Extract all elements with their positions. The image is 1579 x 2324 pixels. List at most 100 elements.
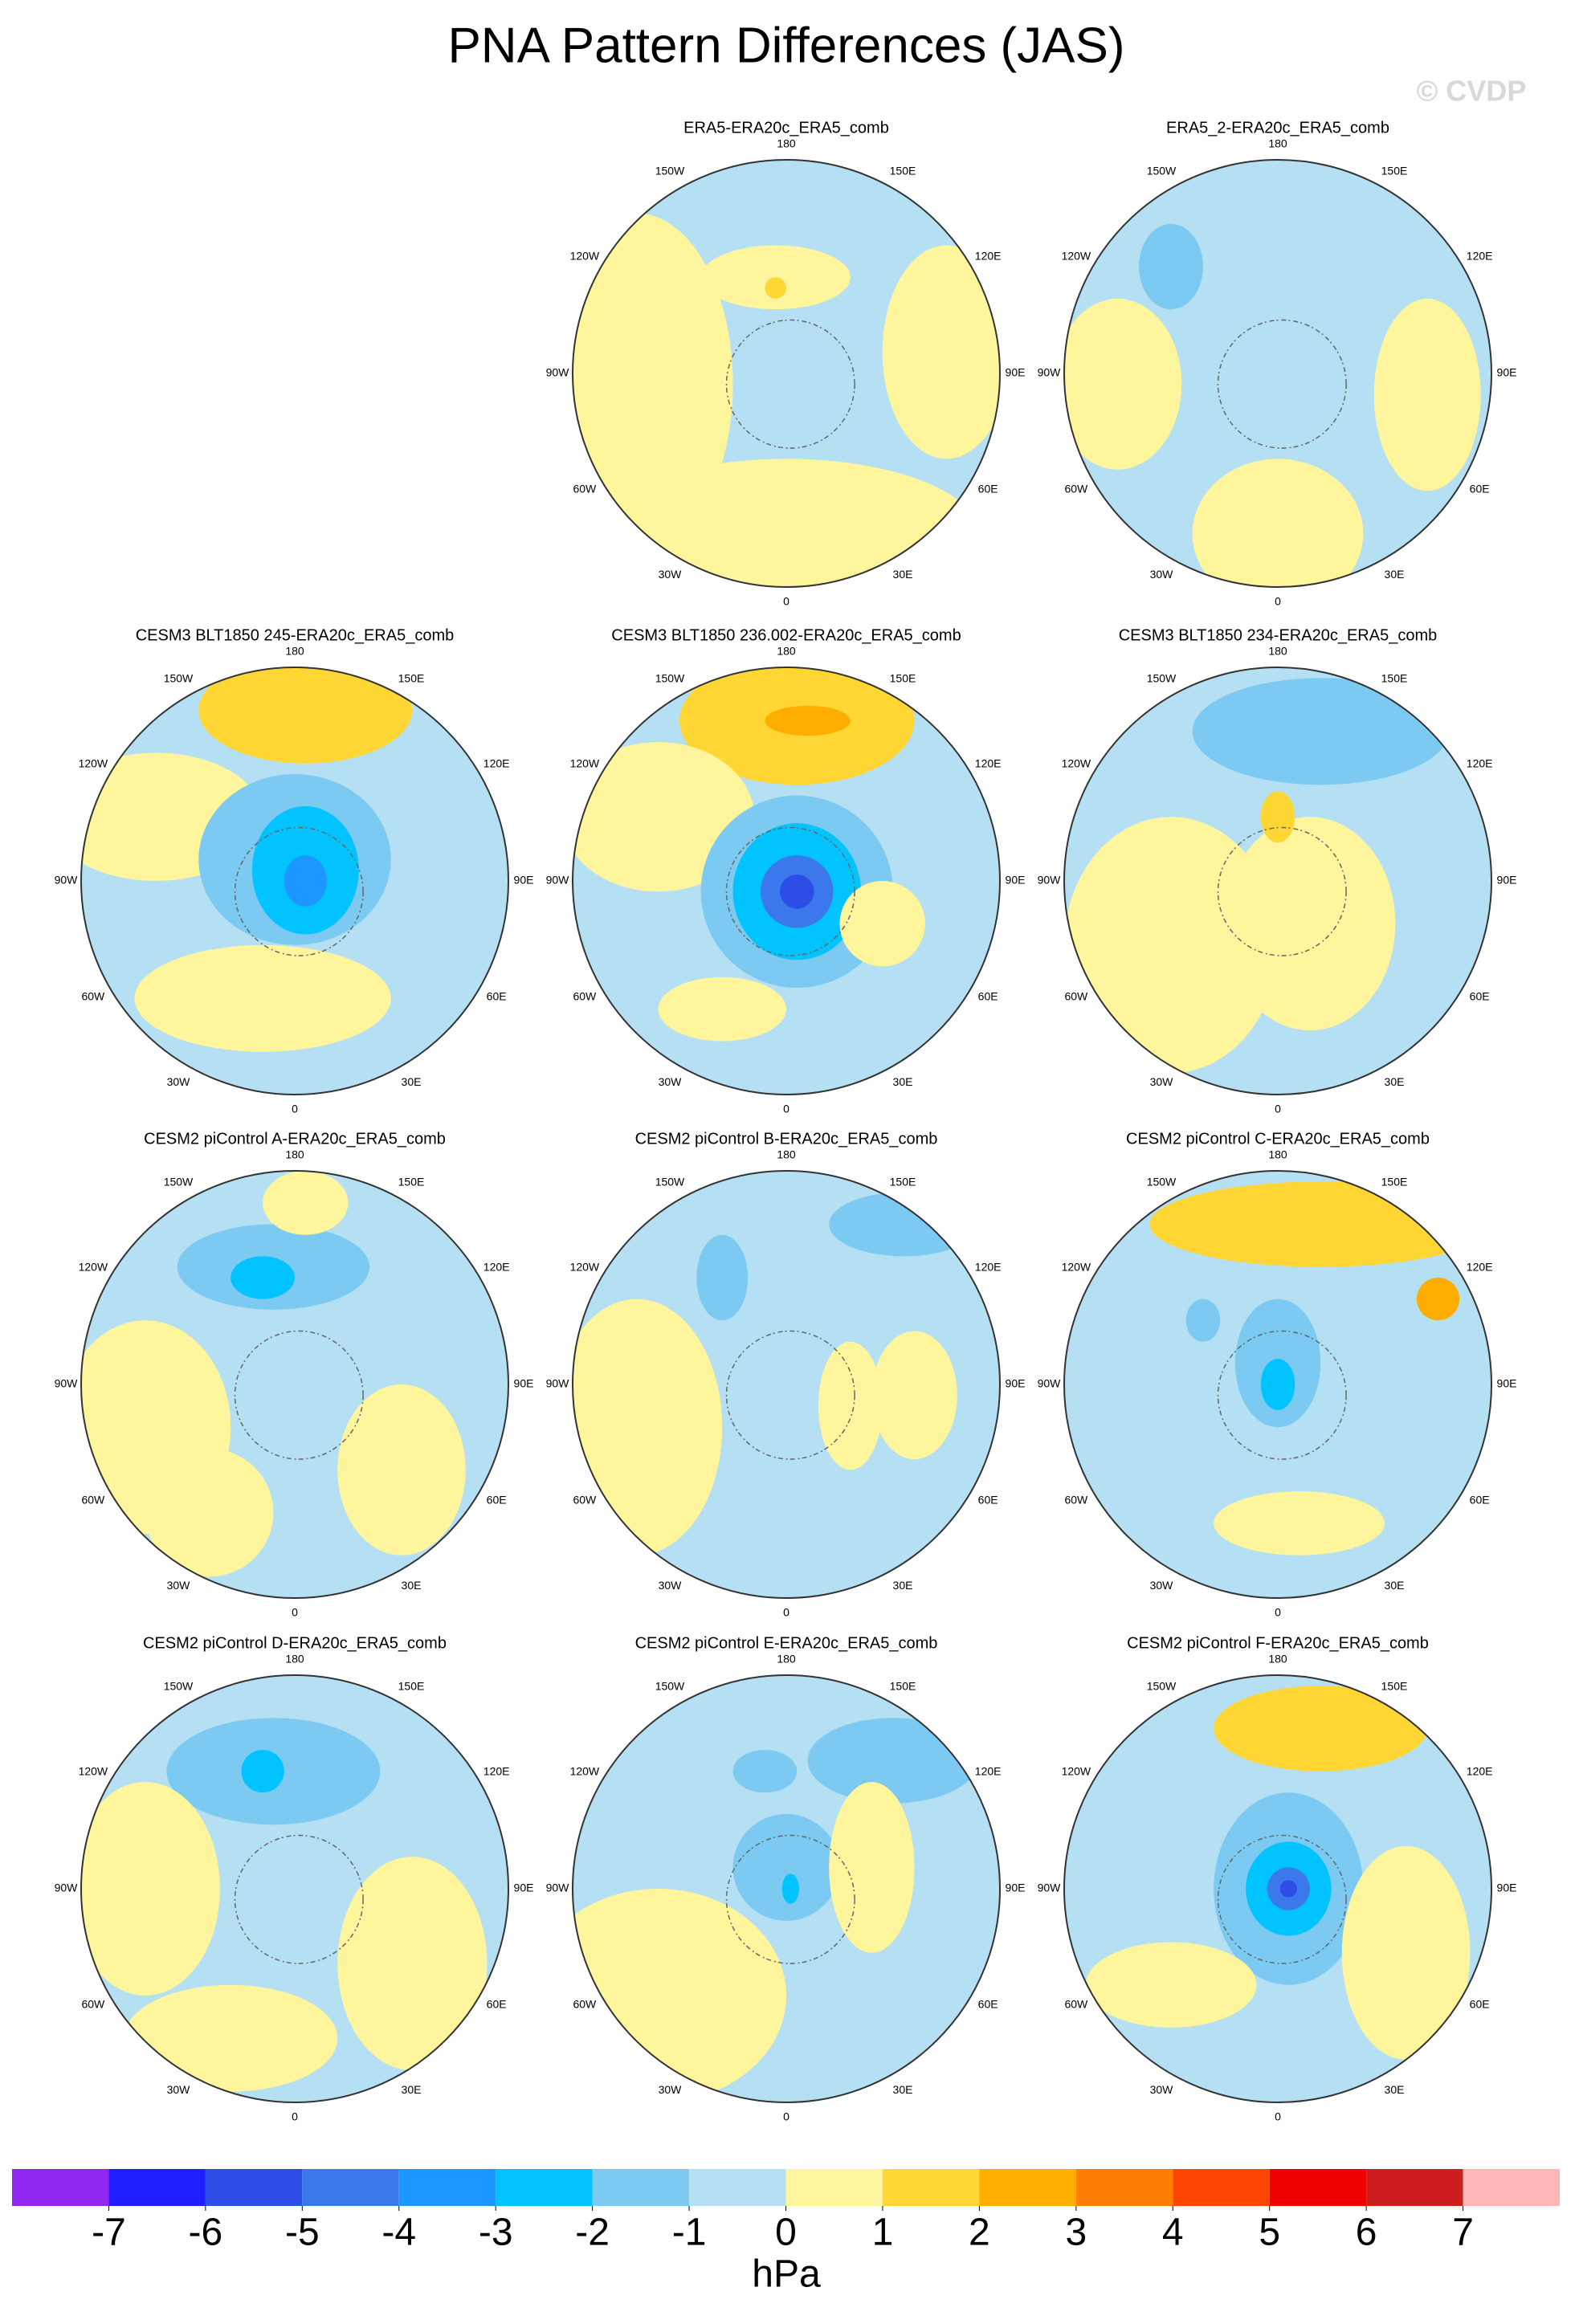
coastline: [725, 826, 855, 956]
lon-label: 120E: [975, 250, 1002, 263]
lon-label: 90E: [514, 1377, 534, 1390]
field-blob: [732, 1813, 840, 1921]
lon-label: 150E: [1381, 1176, 1408, 1189]
lon-label: 120E: [483, 1261, 510, 1274]
colorbar-box: [1173, 2169, 1270, 2206]
field-blob: [1279, 1880, 1297, 1898]
coastline: [1217, 319, 1347, 449]
lon-label: 30W: [1150, 568, 1174, 581]
lon-label: 60W: [81, 1998, 105, 2011]
lon-label: 150W: [164, 1176, 194, 1189]
field-blob: [807, 1718, 979, 1804]
map-border: [572, 1170, 1001, 1599]
field-blob: [1192, 459, 1364, 587]
lon-label: 60E: [487, 1494, 507, 1507]
lon-label: 60E: [978, 990, 998, 1003]
map: [1064, 160, 1491, 587]
lon-label: 30E: [1385, 2083, 1405, 2096]
lon-label: 150E: [1381, 672, 1408, 685]
lon-label: 120W: [570, 757, 600, 770]
colorbar-unit: hPa: [752, 2253, 821, 2296]
lon-label: 150W: [1147, 165, 1177, 177]
lon-label: 0: [1275, 595, 1281, 608]
field-blob: [829, 1782, 915, 1953]
lon-label: 30W: [1150, 1075, 1174, 1088]
lon-label: 180: [1268, 1148, 1287, 1161]
lon-label: 60E: [978, 1998, 998, 2011]
map-border: [572, 1674, 1001, 2103]
lon-label: 150W: [655, 672, 685, 685]
map: [1064, 667, 1491, 1095]
lon-label: 120E: [975, 757, 1002, 770]
map: [1064, 1171, 1491, 1598]
lon-label: 30E: [893, 568, 913, 581]
lon-label: 90E: [1497, 1882, 1517, 1894]
lon-label: 90E: [1497, 874, 1517, 887]
coastline: [234, 826, 364, 956]
lon-label: 30W: [659, 2083, 683, 2096]
lon-label: 180: [1268, 137, 1287, 150]
lon-label: 180: [285, 1653, 304, 1666]
lon-label: 0: [783, 595, 790, 608]
lon-label: 60E: [1470, 1494, 1490, 1507]
field-blob: [1214, 1686, 1428, 1772]
colorbar-label: 6: [1356, 2212, 1377, 2254]
colorbar-box: [592, 2169, 690, 2206]
field-blob: [696, 1234, 749, 1321]
field-blob: [818, 1341, 883, 1470]
map-border: [572, 159, 1001, 588]
lon-label: 0: [292, 2110, 298, 2123]
colorbar-label: 5: [1259, 2212, 1280, 2254]
lon-label: 120W: [570, 1261, 600, 1274]
field-blob: [1224, 817, 1396, 1031]
lon-label: 150E: [1381, 165, 1408, 177]
field-blob: [780, 875, 814, 909]
lon-label: 120W: [570, 1765, 600, 1778]
lon-label: 90W: [1038, 1882, 1062, 1894]
lon-label: 90E: [1497, 1377, 1517, 1390]
lon-label: 150E: [890, 165, 916, 177]
field-blob: [263, 1171, 349, 1235]
map-border: [1063, 1170, 1492, 1599]
coastline: [234, 1834, 364, 1964]
lon-label: 30E: [893, 1579, 913, 1592]
colorbar-box: [882, 2169, 980, 2206]
lon-label: 60W: [81, 990, 105, 1003]
lon-label: 30E: [893, 1075, 913, 1088]
field-blob: [1341, 1845, 1471, 2060]
lon-label: 60E: [487, 1998, 507, 2011]
field-blob: [594, 459, 979, 587]
lon-label: 90E: [514, 874, 534, 887]
panel-title: CESM2 piControl A-ERA20c_ERA5_comb: [144, 1130, 446, 1148]
lon-label: 60W: [573, 1494, 597, 1507]
coastline: [1217, 1834, 1347, 1964]
lon-label: 120E: [1467, 1261, 1493, 1274]
field-blob: [1064, 298, 1182, 470]
field-blob: [124, 1984, 338, 2092]
lon-label: 90E: [1006, 1882, 1026, 1894]
map-border: [1063, 1674, 1492, 2103]
colorbar-label: -6: [189, 2212, 223, 2254]
field-blob: [1214, 1491, 1385, 1555]
panel-title: CESM2 piControl E-ERA20c_ERA5_comb: [635, 1634, 938, 1652]
lon-label: 120E: [1467, 1765, 1493, 1778]
colorbar-label: -7: [92, 2212, 126, 2254]
lon-label: 0: [292, 1103, 298, 1115]
field-blob: [241, 1750, 284, 1793]
field-blob: [700, 245, 851, 310]
panel-title: ERA5-ERA20c_ERA5_comb: [683, 119, 889, 137]
lon-label: 180: [777, 1653, 796, 1666]
field-blob: [765, 277, 786, 299]
lon-label: 90W: [546, 366, 570, 379]
field-blob: [198, 667, 413, 764]
field-blob: [658, 976, 786, 1042]
lon-label: 30E: [1385, 1075, 1405, 1088]
field-blob: [1064, 817, 1278, 1074]
colorbar-label: -3: [479, 2212, 513, 2254]
map-border: [572, 667, 1001, 1095]
colorbar-label: -5: [285, 2212, 320, 2254]
field-blob: [573, 1889, 787, 2102]
panel-title: CESM3 BLT1850 234-ERA20c_ERA5_comb: [1119, 626, 1438, 644]
lon-label: 150E: [1381, 1680, 1408, 1693]
lon-label: 150W: [655, 1680, 685, 1693]
